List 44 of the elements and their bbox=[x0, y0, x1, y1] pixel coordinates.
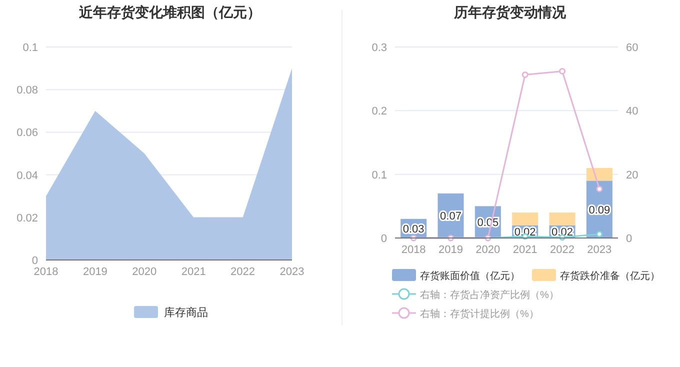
y-tick-label: 0.02 bbox=[16, 212, 38, 224]
data-label: 0.02 bbox=[552, 226, 573, 239]
point bbox=[596, 230, 603, 238]
y-tick-label: 0 bbox=[32, 255, 38, 267]
x-tick-label: 2018 bbox=[401, 244, 426, 256]
x-tick-label: 2018 bbox=[34, 266, 58, 278]
y-tick-label: 0.04 bbox=[16, 170, 38, 182]
x-tick-label: 2021 bbox=[512, 244, 538, 256]
y-tick-label: 0.1 bbox=[372, 169, 387, 182]
data-label: 0.09 bbox=[588, 204, 610, 216]
x-tick-label: 2021 bbox=[181, 266, 206, 278]
y-tick-label: 0 bbox=[380, 233, 387, 245]
chart-title: 近年存货变化堆积图（亿元） bbox=[78, 4, 261, 20]
x-tick-label: 2019 bbox=[438, 244, 463, 256]
data-label: 0.07 bbox=[440, 210, 462, 223]
data-label: 0.03 bbox=[402, 223, 424, 236]
point bbox=[559, 68, 566, 74]
y-tick-label: 0.06 bbox=[16, 127, 38, 140]
point bbox=[522, 71, 528, 78]
legend-label: 存货跌价准备（亿元） bbox=[560, 270, 660, 282]
bar bbox=[512, 212, 538, 226]
y2-tick-label: 40 bbox=[626, 106, 638, 118]
x-tick-label: 2022 bbox=[230, 266, 256, 278]
y-tick-label: 0.3 bbox=[372, 42, 387, 54]
y-tick-label: 0.1 bbox=[22, 42, 38, 54]
y-tick-label: 0.08 bbox=[16, 84, 38, 97]
x-tick-label: 2023 bbox=[587, 244, 612, 256]
legend-label: 右轴：存货计提比例（%） bbox=[420, 308, 539, 320]
legend-label: 库存商品 bbox=[164, 306, 208, 319]
y2-tick-label: 20 bbox=[626, 169, 638, 182]
x-tick-label: 2020 bbox=[132, 266, 157, 278]
y2-tick-label: 0 bbox=[626, 233, 632, 245]
x-tick-label: 2019 bbox=[82, 266, 108, 278]
point bbox=[596, 186, 603, 192]
y2-tick-label: 60 bbox=[626, 42, 638, 54]
x-tick-label: 2020 bbox=[476, 244, 500, 256]
legend-label: 右轴：存货占净资产比例（%） bbox=[420, 289, 559, 301]
bar bbox=[586, 168, 612, 181]
bar bbox=[549, 212, 576, 226]
x-tick-label: 2022 bbox=[550, 244, 574, 256]
y-tick-label: 0.2 bbox=[372, 106, 387, 118]
x-tick-label: 2023 bbox=[280, 266, 304, 278]
legend-label: 存货账面价值（亿元） bbox=[420, 270, 520, 282]
chart-title: 历年存货变动情况 bbox=[453, 4, 567, 20]
